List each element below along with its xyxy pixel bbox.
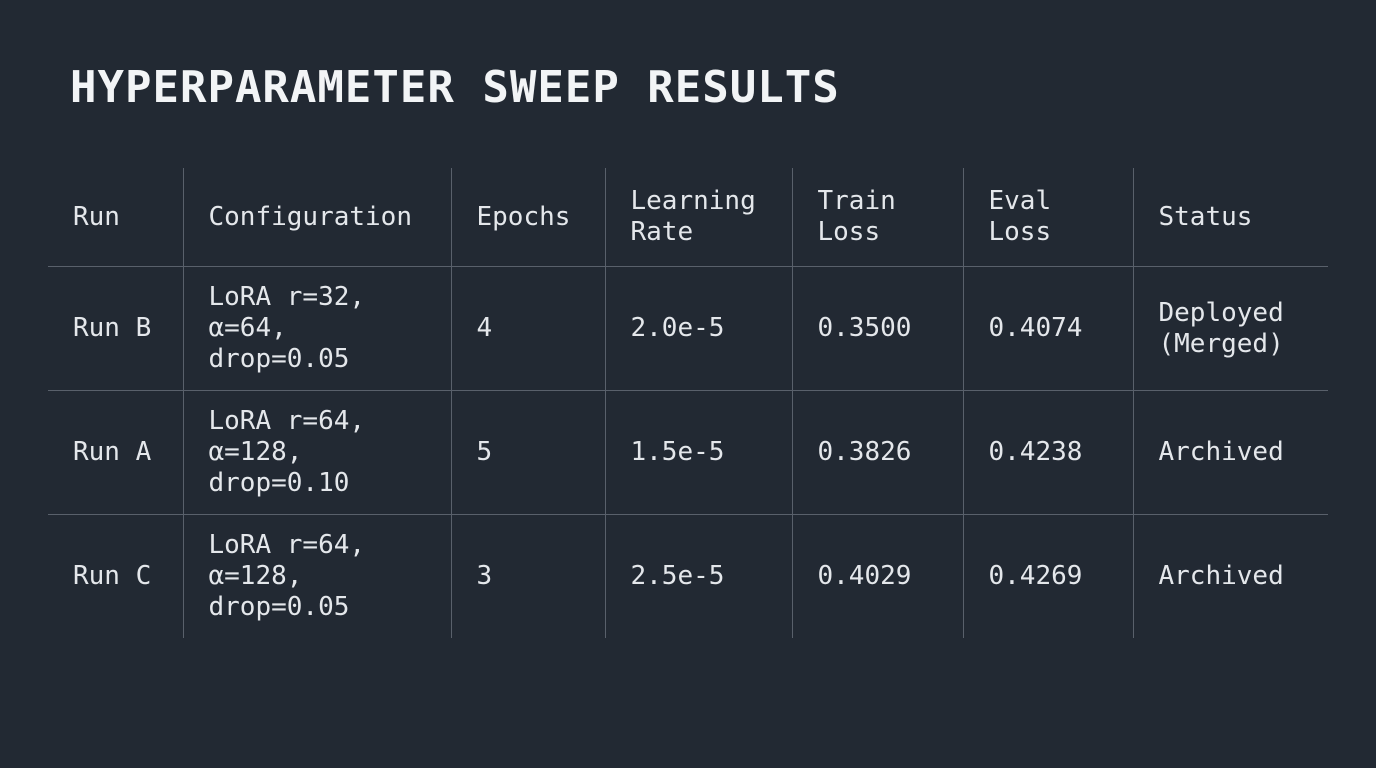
column-header: Configuration — [182, 168, 451, 267]
table-cell: Run A — [48, 390, 183, 515]
table-cell: 0.4269 — [962, 514, 1133, 638]
table-cell: 5 — [450, 390, 605, 515]
column-header: Run — [73, 201, 120, 232]
table-cell: 2.0e-5 — [604, 266, 792, 391]
column-header: Train Loss — [791, 168, 963, 267]
table-cell: 1.5e-5 — [604, 390, 792, 515]
table-cell: Archived — [1132, 390, 1328, 515]
table-cell: 3 — [450, 514, 605, 638]
table-cell: 0.3500 — [791, 266, 963, 391]
table-cell: LoRA r=64, α=128, drop=0.10 — [182, 390, 451, 515]
table-row: Run C LoRA r=64, α=128, drop=0.05 3 2.5e-5 0… — [48, 514, 1328, 638]
table-cell: LoRA r=64, α=128, drop=0.05 — [182, 514, 451, 638]
table-cell: LoRA r=32, α=64, drop=0.05 — [182, 266, 451, 391]
column-header: Learning Rate — [604, 168, 792, 267]
column-header: Eval Loss — [962, 168, 1133, 267]
table-cell: 0.3826 — [791, 390, 963, 515]
table-cell: Archived — [1132, 514, 1328, 638]
table-cell: 0.4029 — [791, 514, 963, 638]
table-cell: 0.4238 — [962, 390, 1133, 515]
table-row: Run B LoRA r=32, α=64, drop=0.05 4 2.0e-5 0.… — [48, 266, 1328, 391]
column-header: Status — [1132, 168, 1328, 267]
table-cell: Deployed (Merged) — [1132, 266, 1328, 391]
results-table: Run Configuration Epochs Learning Rate Train… — [48, 168, 1328, 638]
table-cell: Run B — [48, 266, 183, 391]
table-cell: 0.4074 — [962, 266, 1133, 391]
table-row: Run A LoRA r=64, α=128, drop=0.10 5 1.5e-5 0… — [48, 390, 1328, 515]
table-cell: 2.5e-5 — [604, 514, 792, 638]
table-cell: 4 — [450, 266, 605, 391]
column-header: Epochs — [450, 168, 605, 267]
title: HYPERPARAMETER SWEEP RESULTS — [70, 62, 840, 113]
table-cell: Run C — [48, 514, 183, 638]
header-row: Run Configuration Epochs Learning Rate Train… — [48, 168, 1328, 267]
